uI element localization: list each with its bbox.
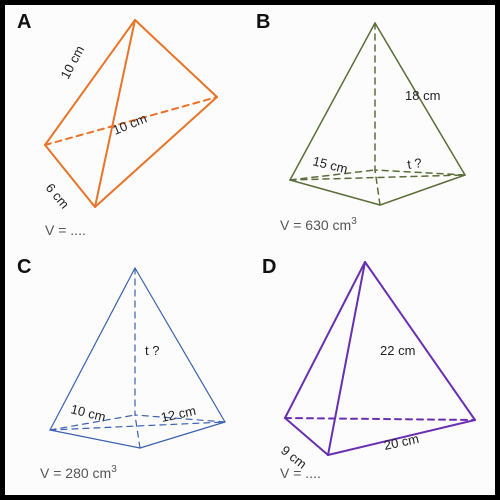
caption-a: V = .... (45, 222, 86, 238)
labels-c: t ? 10 cm 12 cm (69, 343, 197, 425)
svg-text:22 cm: 22 cm (380, 343, 415, 358)
diagram-c: t ? 10 cm 12 cm V = 280 cm3 (5, 250, 255, 500)
panel-a: A 10 cm 10 cm 6 cm V = .... (5, 5, 255, 255)
svg-text:t ?: t ? (145, 343, 159, 358)
panel-letter-d: D (262, 256, 276, 279)
diagram-d: 22 cm9 cm20 cm V = .... (250, 250, 500, 500)
edges-d (285, 262, 475, 455)
svg-text:10 cm: 10 cm (111, 111, 149, 138)
svg-text:10 cm: 10 cm (69, 401, 107, 424)
labels-b: 18 cm 15 cm t ? (311, 88, 440, 176)
caption-b: V = 630 cm3 (280, 216, 357, 233)
figure-frame: A 10 cm 10 cm 6 cm V = .... B 18 cm 15 cm t … (0, 0, 500, 500)
svg-text:20 cm: 20 cm (383, 431, 421, 453)
svg-text:18 cm: 18 cm (405, 88, 440, 103)
panel-letter-a: A (17, 11, 31, 34)
panel-letter-b: B (256, 11, 270, 34)
edges-b (290, 23, 465, 205)
svg-text:t ?: t ? (406, 155, 422, 172)
panel-c: C t ? 10 cm 12 cm V = 280 cm3 (5, 250, 255, 500)
labels-d: 22 cm9 cm20 cm (278, 343, 420, 472)
diagram-a: 10 cm 10 cm 6 cm V = .... (5, 5, 255, 255)
caption-c: V = 280 cm3 (40, 464, 117, 481)
panel-b: B 18 cm 15 cm t ? V = 630 cm3 (250, 5, 500, 255)
panel-d: D 22 cm9 cm20 cm V = .... (250, 250, 500, 500)
panel-letter-c: C (17, 256, 31, 279)
edges-c (50, 268, 225, 448)
caption-d: V = .... (280, 465, 321, 481)
svg-text:12 cm: 12 cm (160, 403, 198, 425)
svg-text:6 cm: 6 cm (43, 180, 73, 211)
diagram-b: 18 cm 15 cm t ? V = 630 cm3 (250, 5, 500, 255)
svg-text:15 cm: 15 cm (311, 153, 349, 176)
svg-text:10 cm: 10 cm (57, 43, 87, 81)
